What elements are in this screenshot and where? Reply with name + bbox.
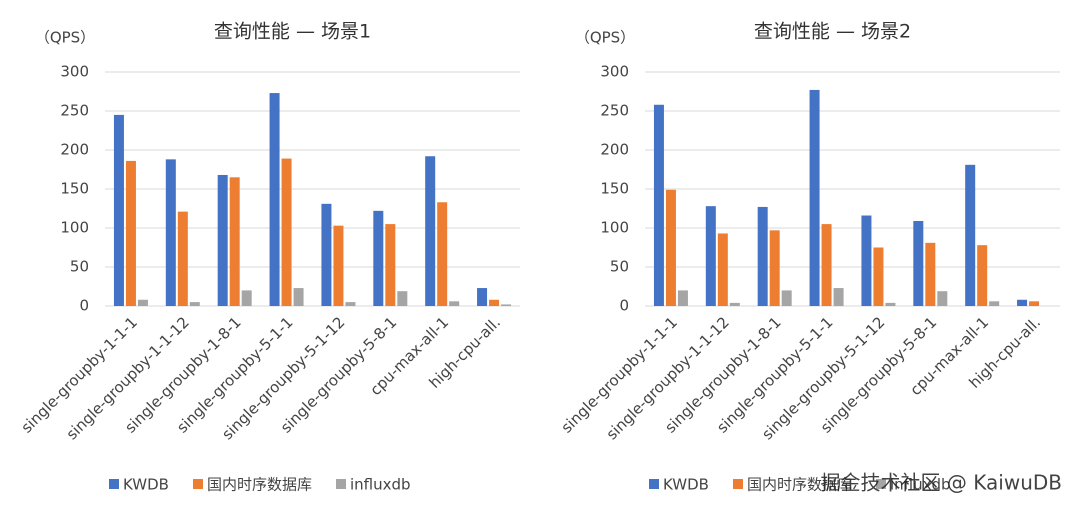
y-axis-label: （QPS） — [575, 29, 635, 47]
bar — [321, 203, 332, 306]
watermark: 掘金技术社区 @ KaiwuDB — [821, 471, 1062, 495]
bar — [965, 164, 976, 306]
bar — [397, 291, 408, 306]
bar — [885, 302, 896, 306]
bar — [425, 156, 436, 306]
bar — [1029, 301, 1040, 306]
bar — [293, 288, 304, 306]
bar — [333, 225, 344, 306]
bar — [821, 224, 832, 306]
chart-title: 查询性能 — 场景1 — [214, 21, 371, 43]
y-tick-label: 150 — [60, 180, 89, 198]
bar — [477, 288, 488, 306]
chart-title: 查询性能 — 场景2 — [754, 21, 911, 43]
bar — [925, 242, 936, 306]
bar — [977, 245, 988, 306]
bar — [385, 224, 396, 306]
y-tick-label: 50 — [70, 258, 89, 276]
y-tick-label: 200 — [60, 141, 89, 159]
bar — [873, 247, 884, 306]
bar — [489, 299, 500, 306]
bar — [781, 290, 792, 306]
bar — [769, 230, 780, 306]
y-tick-label: 150 — [600, 180, 629, 198]
bar — [717, 233, 728, 306]
bar — [269, 93, 280, 306]
legend-swatch — [336, 479, 346, 489]
bar — [449, 301, 460, 306]
legend-label: 国内时序数据库 — [747, 476, 852, 494]
bar — [757, 206, 768, 306]
legend-swatch — [732, 479, 743, 489]
bar — [677, 290, 688, 306]
y-tick-label: 100 — [60, 219, 89, 237]
y-tick-label: 0 — [619, 297, 629, 315]
y-axis-label: （QPS） — [35, 29, 95, 47]
bar — [229, 177, 240, 306]
y-tick-label: 250 — [60, 102, 89, 120]
bar — [177, 211, 188, 306]
bar — [861, 215, 872, 306]
bar — [345, 302, 356, 306]
y-tick-label: 50 — [610, 258, 629, 276]
bar — [989, 301, 1000, 306]
y-tick-label: 0 — [79, 297, 89, 315]
legend-label: 国内时序数据库 — [207, 476, 312, 494]
legend-swatch — [649, 479, 659, 489]
bar — [705, 206, 716, 306]
bar — [1017, 299, 1028, 306]
bar — [165, 159, 176, 306]
legend-swatch — [109, 479, 119, 489]
bar — [809, 89, 820, 306]
legend-label: KWDB — [123, 476, 169, 494]
bar — [665, 189, 676, 306]
y-tick-label: 250 — [600, 102, 629, 120]
bar — [189, 302, 200, 306]
bar — [729, 302, 740, 306]
bar — [113, 114, 124, 307]
bar — [217, 174, 228, 306]
bar — [137, 299, 148, 306]
legend-label: influxdb — [890, 476, 951, 494]
bar — [833, 288, 844, 306]
legend-swatch — [876, 479, 886, 489]
y-tick-label: 200 — [600, 141, 629, 159]
bar — [281, 158, 292, 306]
y-tick-label: 300 — [60, 63, 89, 81]
bar — [913, 220, 924, 306]
y-tick-label: 300 — [600, 63, 629, 81]
bar — [125, 160, 136, 306]
bar — [373, 210, 384, 306]
y-tick-label: 100 — [600, 219, 629, 237]
legend-swatch — [192, 479, 203, 489]
legend-label: KWDB — [663, 476, 709, 494]
bar — [501, 304, 512, 306]
bar — [241, 290, 252, 306]
legend-label: influxdb — [350, 476, 411, 494]
bar — [653, 104, 664, 306]
bar — [437, 202, 448, 306]
bar — [937, 291, 948, 306]
